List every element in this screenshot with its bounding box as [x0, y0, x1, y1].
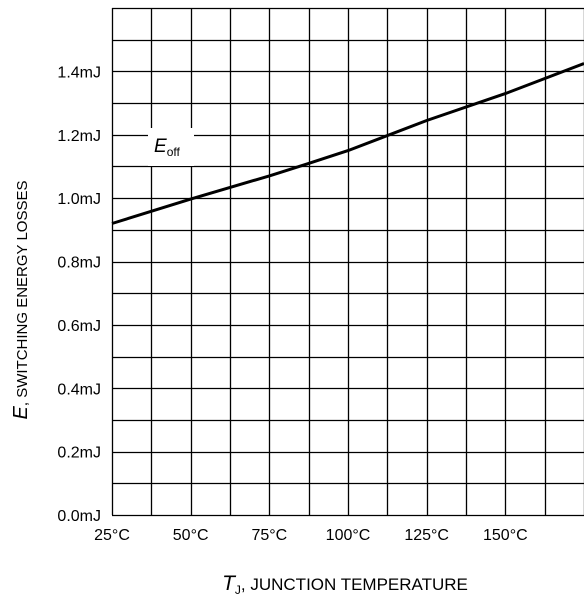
x-tick-label: 150°C: [483, 527, 528, 544]
y-tick-label: 0.2mJ: [57, 445, 101, 462]
y-tick-label: 0.6mJ: [57, 318, 101, 335]
x-tick-label: 100°C: [326, 527, 371, 544]
y-tick-label: 1.2mJ: [57, 128, 101, 145]
y-axis-title-symbol: E: [10, 405, 32, 419]
y-axis-title: E, SWITCHING ENERGY LOSSES: [10, 181, 32, 420]
series-label-symbol: E: [154, 136, 167, 157]
y-axis-title-rest: , SWITCHING ENERGY LOSSES: [14, 181, 31, 407]
y-tick-label: 0.4mJ: [57, 381, 101, 398]
x-axis-title: TJ, JUNCTION TEMPERATURE: [222, 572, 468, 597]
y-tick-labels: 0.0mJ 0.2mJ 0.4mJ 0.6mJ 0.8mJ 1.0mJ 1.2mJ 1.4mJ: [57, 64, 101, 525]
x-tick-label: 75°C: [251, 527, 287, 544]
svg-text:Eoff: Eoff: [154, 136, 180, 159]
x-tick-label: 25°C: [94, 527, 130, 544]
grid: [111, 7, 584, 517]
x-axis-title-symbol: T: [222, 572, 237, 595]
series-label-subscript: off: [167, 145, 181, 159]
series-label-box: [148, 128, 194, 166]
x-axis-title-rest: , JUNCTION TEMPERATURE: [241, 575, 468, 594]
x-axis-title-subscript: J: [235, 583, 241, 597]
x-tick-label: 125°C: [404, 527, 449, 544]
y-tick-label: 1.0mJ: [57, 191, 101, 208]
x-tick-label: 50°C: [173, 527, 209, 544]
series-line-e_off: [111, 62, 584, 225]
y-tick-label: 0.8mJ: [57, 255, 101, 272]
series-label: Eoff: [148, 128, 194, 166]
x-tick-labels: 25°C 50°C 75°C 100°C 125°C 150°C: [94, 527, 528, 544]
y-tick-label: 1.4mJ: [57, 64, 101, 81]
y-tick-label: 0.0mJ: [57, 508, 101, 525]
series-layer: [111, 62, 584, 225]
